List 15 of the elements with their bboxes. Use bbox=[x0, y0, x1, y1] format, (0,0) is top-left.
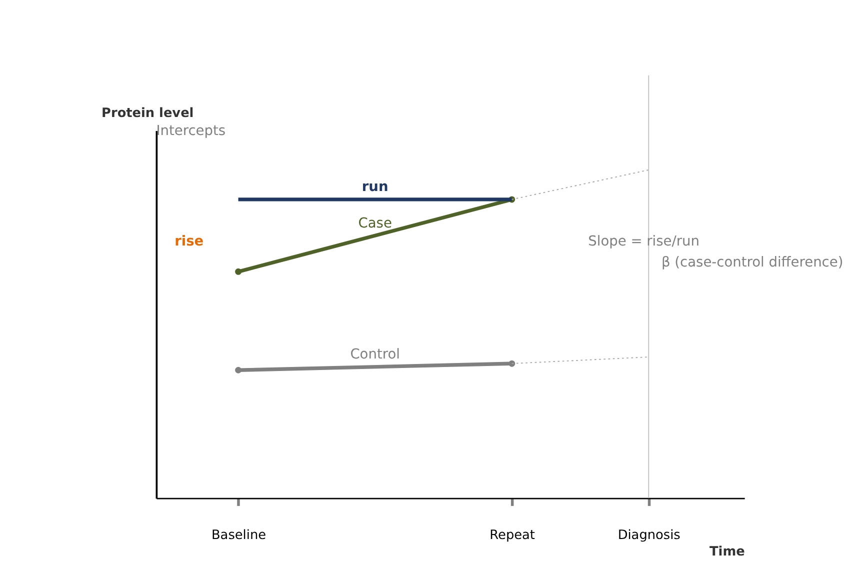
series-label: Control bbox=[350, 346, 400, 363]
annotation: Slope = rise/run bbox=[588, 233, 700, 250]
x-tick-label: Diagnosis bbox=[618, 528, 681, 544]
x-tick-label: Baseline bbox=[211, 528, 266, 544]
point bbox=[235, 366, 242, 374]
series-label: run bbox=[362, 179, 388, 196]
point bbox=[508, 360, 516, 367]
annotation: rise bbox=[174, 233, 204, 250]
annotation: β (case-control difference) bbox=[661, 254, 844, 270]
text: Intercepts bbox=[156, 123, 226, 140]
series-label: Case bbox=[358, 215, 392, 232]
y-axis-title: Protein level bbox=[102, 106, 194, 122]
x-axis-title: Time bbox=[710, 544, 746, 560]
x-tick-label: Repeat bbox=[490, 528, 535, 544]
point bbox=[235, 268, 242, 275]
